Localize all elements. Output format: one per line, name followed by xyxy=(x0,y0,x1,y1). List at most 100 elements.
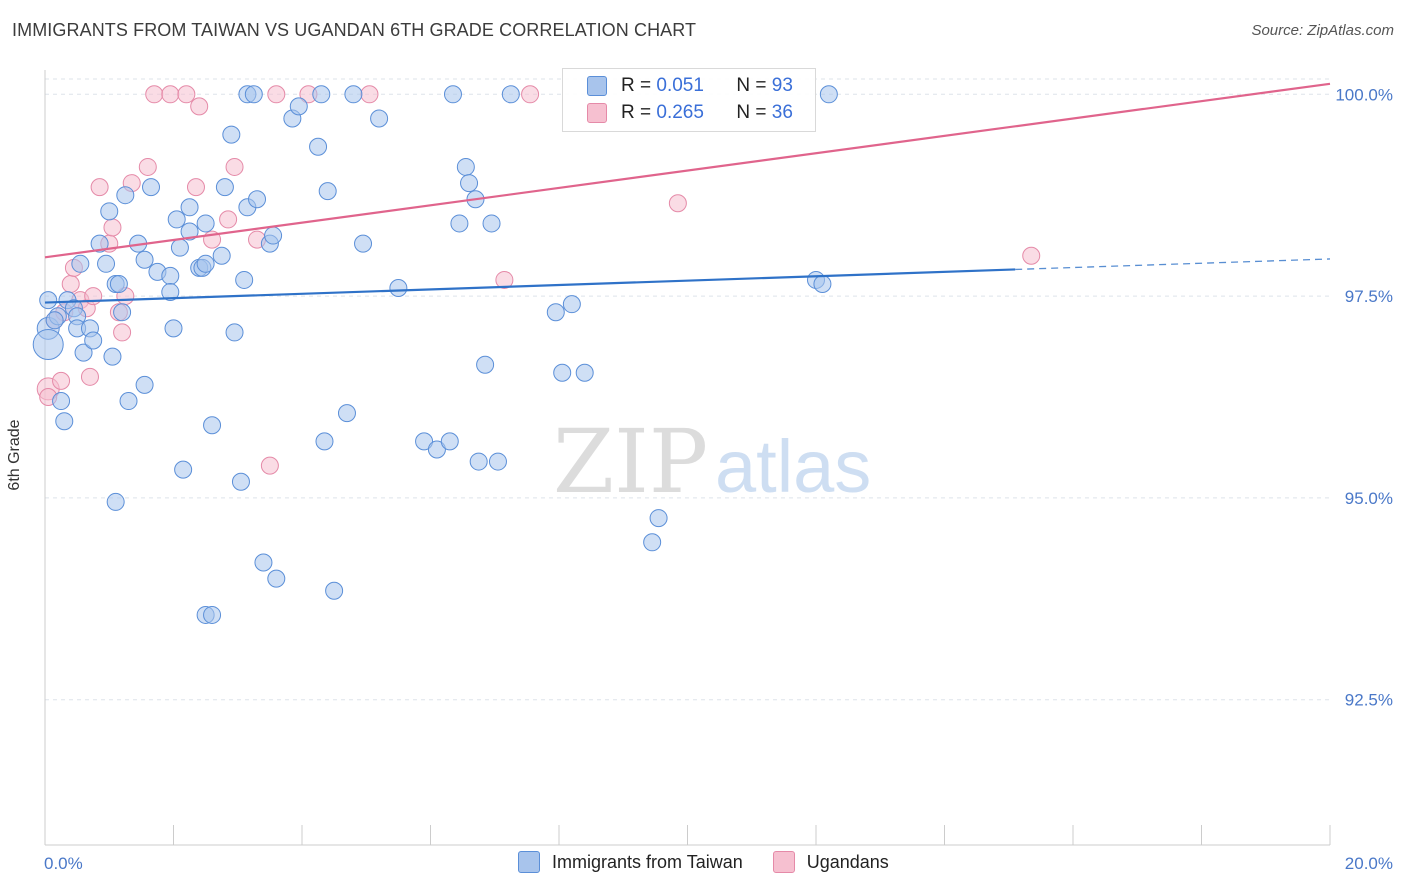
point-taiwan xyxy=(235,270,254,289)
point-ugandans xyxy=(521,85,540,104)
point-taiwan xyxy=(344,85,363,104)
watermark-zip: ZIP xyxy=(553,410,708,513)
point-ugandans xyxy=(495,270,514,289)
trend-lines xyxy=(44,82,1331,304)
x-tick-label-min: 0.0% xyxy=(44,854,83,873)
point-taiwan xyxy=(45,311,64,330)
trend-line-taiwan xyxy=(44,268,1016,304)
point-ugandans xyxy=(267,85,286,104)
point-taiwan xyxy=(174,460,193,479)
point-taiwan xyxy=(55,412,74,431)
point-taiwan xyxy=(170,238,189,257)
axes xyxy=(44,70,1331,846)
chart-title: IMMIGRANTS FROM TAIWAN VS UGANDAN 6TH GR… xyxy=(12,20,697,40)
point-taiwan xyxy=(100,202,119,221)
point-ugandans xyxy=(1022,246,1041,265)
legend-n-value-ugandans: 36 xyxy=(771,102,793,123)
point-taiwan xyxy=(415,432,434,451)
point-taiwan xyxy=(309,137,328,156)
legend-r-value-taiwan: 0.051 xyxy=(656,75,704,96)
point-taiwan xyxy=(196,214,215,233)
point-ugandans xyxy=(90,178,109,197)
point-taiwan xyxy=(575,363,594,382)
point-taiwan xyxy=(135,250,154,269)
point-taiwan xyxy=(106,492,125,511)
point-taiwan xyxy=(164,319,183,338)
point-taiwan xyxy=(135,375,154,394)
y-tick-label: 95.0% xyxy=(1345,489,1393,508)
point-taiwan xyxy=(32,329,64,361)
point-taiwan xyxy=(161,283,180,302)
legend-swatch-ugandans xyxy=(772,851,795,873)
point-taiwan xyxy=(222,125,241,144)
legend-swatch-pink xyxy=(587,103,607,123)
series-taiwan-points xyxy=(32,85,838,624)
chart-source: Source: ZipAtlas.com xyxy=(1251,22,1394,39)
point-taiwan xyxy=(312,85,331,104)
tick-labels: 92.5% 95.0% 97.5% 100.0% 0.0% 20.0% xyxy=(44,85,1393,873)
point-taiwan xyxy=(180,222,199,241)
legend-item-taiwan[interactable]: Immigrants from Taiwan xyxy=(518,851,743,873)
legend-swatch-blue xyxy=(587,76,607,96)
point-taiwan xyxy=(440,432,459,451)
point-taiwan xyxy=(649,509,668,528)
point-taiwan xyxy=(244,85,263,104)
point-taiwan xyxy=(370,109,389,128)
point-ugandans xyxy=(80,367,99,386)
point-taiwan xyxy=(264,226,283,245)
point-taiwan xyxy=(337,404,356,423)
point-taiwan xyxy=(315,432,334,451)
y-tick-label: 97.5% xyxy=(1345,287,1393,306)
point-taiwan xyxy=(427,440,446,459)
trend-line-ugandans xyxy=(44,82,1331,259)
point-taiwan xyxy=(113,303,132,322)
point-taiwan xyxy=(180,198,199,217)
legend-n-label: N = xyxy=(736,102,767,123)
point-taiwan xyxy=(546,303,565,322)
legend-r-value-ugandans: 0.265 xyxy=(656,102,704,123)
legend-r-label: R = xyxy=(621,102,652,123)
legend-label-ugandans: Ugandans xyxy=(806,851,889,872)
point-ugandans xyxy=(161,85,180,104)
point-taiwan xyxy=(103,347,122,366)
watermark: ZIP atlas xyxy=(553,410,871,513)
point-ugandans xyxy=(225,157,244,176)
point-taiwan xyxy=(52,392,71,411)
point-taiwan xyxy=(39,291,58,310)
point-taiwan xyxy=(354,234,373,253)
point-taiwan xyxy=(643,533,662,552)
y-tick-label: 92.5% xyxy=(1345,691,1393,710)
point-taiwan xyxy=(562,295,581,314)
point-taiwan xyxy=(488,452,507,471)
point-ugandans xyxy=(186,178,205,197)
legend-row-taiwan: R = 0.051 N = 93 xyxy=(587,73,793,99)
point-taiwan xyxy=(443,85,462,104)
point-taiwan xyxy=(109,274,128,293)
point-taiwan xyxy=(196,254,215,273)
point-taiwan xyxy=(819,85,838,104)
watermark-atlas: atlas xyxy=(715,425,871,508)
point-ugandans xyxy=(52,371,71,390)
point-ugandans xyxy=(61,274,80,293)
point-taiwan xyxy=(215,178,234,197)
y-tick-label: 100.0% xyxy=(1335,85,1393,104)
point-ugandans xyxy=(138,157,157,176)
trend-line-taiwan-extension xyxy=(1015,258,1331,271)
point-ugandans xyxy=(113,323,132,342)
point-taiwan xyxy=(469,452,488,471)
legend-swatch-taiwan xyxy=(518,851,540,873)
point-ugandans xyxy=(103,218,122,237)
point-taiwan xyxy=(161,266,180,285)
point-ugandans xyxy=(145,85,164,104)
point-ugandans xyxy=(360,85,379,104)
legend-item-ugandans[interactable]: Ugandans xyxy=(772,851,889,873)
legend-n-value-taiwan: 93 xyxy=(771,75,793,96)
point-ugandans xyxy=(190,97,209,116)
legend-r-label: R = xyxy=(621,75,652,96)
point-taiwan xyxy=(553,363,572,382)
point-taiwan xyxy=(90,234,109,253)
point-taiwan xyxy=(142,178,161,197)
point-taiwan xyxy=(482,214,501,233)
point-taiwan xyxy=(460,174,479,193)
